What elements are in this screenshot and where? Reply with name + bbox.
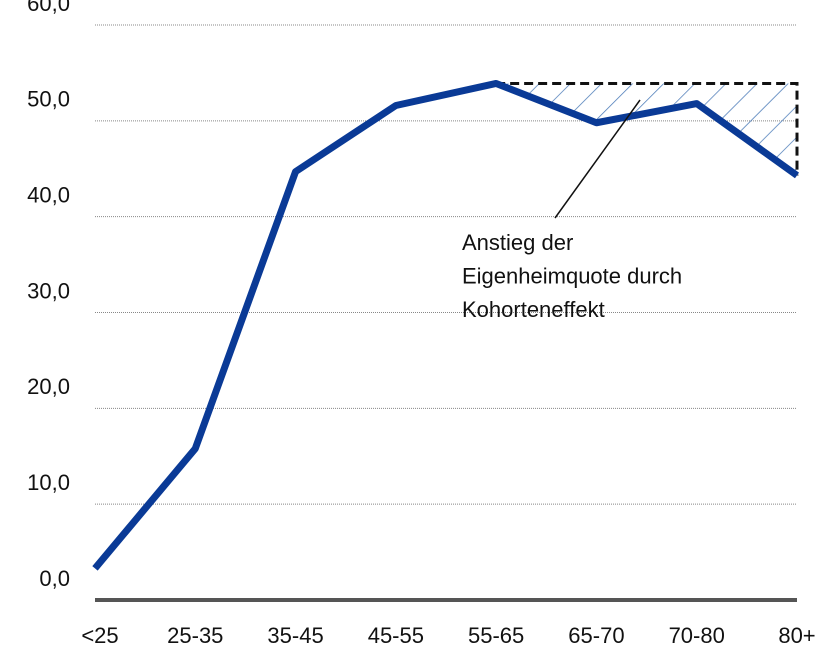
y-tick-label: 30,0 — [27, 278, 70, 303]
dashed-box — [496, 81, 799, 176]
y-tick-label: 40,0 — [27, 182, 70, 207]
annotation-pointer — [554, 99, 641, 219]
x-tick-label: 55-65 — [468, 623, 524, 647]
x-tick-label: 70-80 — [669, 623, 725, 647]
annotation-text: Kohorteneffekt — [462, 297, 605, 322]
x-tick-label: 65-70 — [568, 623, 624, 647]
y-tick-label: 0,0 — [39, 566, 70, 591]
x-tick-label: 35-45 — [267, 623, 323, 647]
x-tick-label: 25-35 — [167, 623, 223, 647]
y-tick-label: 20,0 — [27, 374, 70, 399]
hatched-area — [496, 83, 797, 176]
y-tick-label: 50,0 — [27, 87, 70, 112]
x-tick-label: 80+ — [778, 623, 815, 647]
annotation-text: Eigenheimquote durch — [462, 263, 682, 288]
x-tick-label: <25 — [81, 623, 118, 647]
y-tick-label: 60,0 — [27, 0, 70, 16]
line-series — [92, 79, 800, 571]
x-tick-label: 45-55 — [368, 623, 424, 647]
y-tick-label: 10,0 — [27, 470, 70, 495]
annotation-text: Anstieg der — [462, 230, 573, 255]
